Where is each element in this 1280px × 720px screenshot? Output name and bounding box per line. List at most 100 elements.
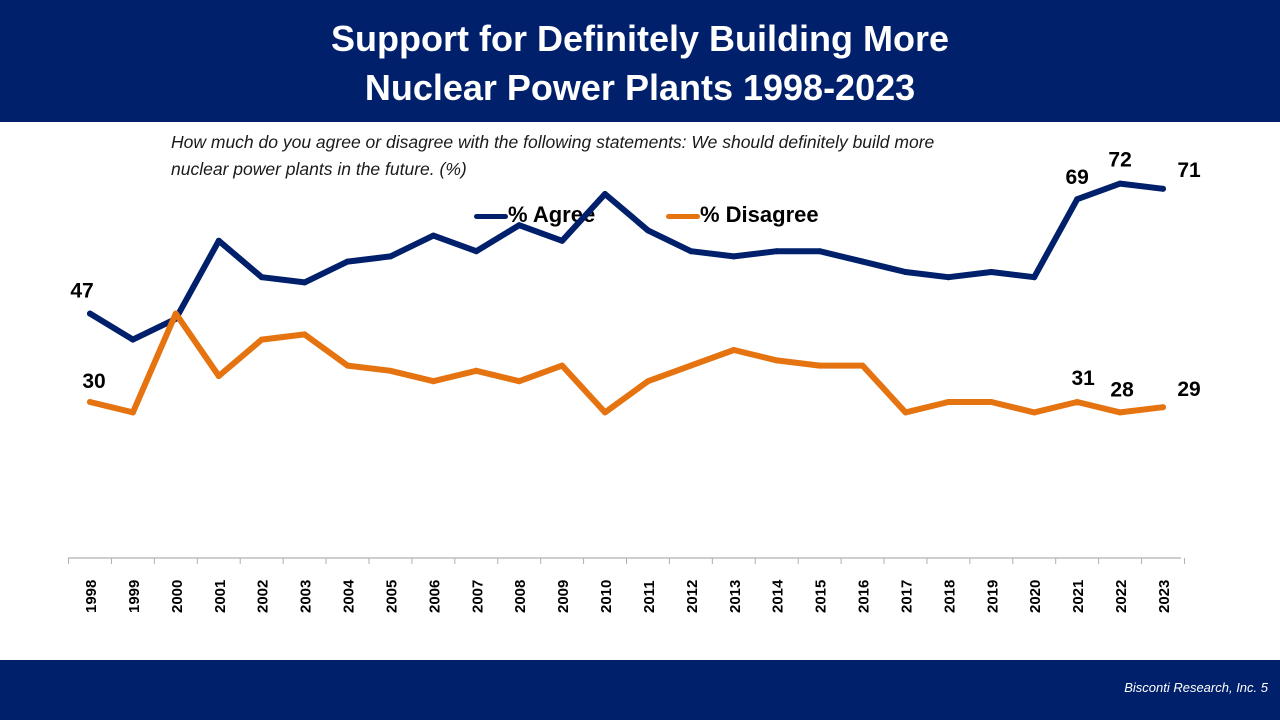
legend-swatch-agree — [474, 214, 508, 219]
legend-swatch-disagree — [666, 214, 700, 219]
agree-data-point — [344, 258, 351, 265]
x-tick-label: 2015 — [813, 580, 830, 613]
disagree-data-point — [1117, 409, 1124, 416]
disagree-data-point — [172, 310, 179, 317]
x-tick-label: 2021 — [1070, 580, 1087, 613]
disagree-data-point — [344, 362, 351, 369]
x-tick-label: 2005 — [383, 580, 400, 613]
disagree-data-point — [301, 331, 308, 338]
x-tick-label: 2002 — [255, 580, 272, 613]
agree-data-label: 72 — [1108, 149, 1131, 172]
slide-title-line-1: Support for Definitely Building More — [331, 18, 949, 59]
agree-series-line — [87, 180, 1166, 343]
x-tick-label: 2011 — [641, 580, 658, 613]
agree-data-point — [859, 258, 866, 265]
agree-data-point — [945, 274, 952, 281]
agree-data-point — [1117, 180, 1124, 187]
x-tick-label: 1999 — [126, 580, 143, 613]
x-tick-label: 2009 — [555, 580, 572, 613]
x-tick-label: 2006 — [426, 580, 443, 613]
x-tick-label: 2017 — [898, 580, 915, 613]
x-tick-label: 2019 — [984, 580, 1001, 613]
agree-data-point — [1074, 196, 1081, 203]
slide-title-line-2: Nuclear Power Plants 1998-2023 — [364, 67, 916, 108]
x-tick-label: 2008 — [512, 580, 529, 613]
x-tick-label: 2000 — [169, 580, 186, 613]
x-tick-label: 2004 — [341, 579, 358, 613]
question-text-line-1: How much do you agree or disagree with t… — [171, 132, 935, 152]
footer-bar — [0, 660, 1280, 720]
agree-data-point — [430, 232, 437, 239]
agree-data-label: 71 — [1177, 159, 1201, 182]
disagree-data-point — [215, 373, 222, 379]
footer-credit: Bisconti Research, Inc. 5 — [1124, 680, 1268, 695]
agree-data-point — [473, 248, 480, 255]
disagree-data-label: 28 — [1110, 378, 1134, 401]
disagree-data-point — [430, 378, 437, 385]
disagree-data-point — [1160, 404, 1166, 411]
disagree-data-point — [644, 378, 651, 385]
x-tick-label: 2010 — [598, 580, 615, 613]
agree-data-point — [301, 279, 308, 286]
x-tick-label: 2016 — [856, 580, 873, 613]
agree-data-point — [687, 248, 694, 255]
x-tick-label: 2013 — [727, 580, 744, 613]
agree-data-point — [602, 191, 609, 197]
agree-data-point — [258, 274, 265, 281]
disagree-data-label: 29 — [1177, 378, 1200, 401]
agree-data-point — [644, 227, 651, 234]
agree-data-point — [1031, 274, 1038, 281]
disagree-data-point — [473, 367, 480, 374]
disagree-data-point — [816, 362, 823, 369]
disagree-data-point — [773, 357, 780, 364]
disagree-data-point — [559, 362, 566, 369]
disagree-data-point — [87, 399, 93, 405]
agree-data-point — [215, 237, 222, 244]
title-banner — [0, 0, 1280, 122]
disagree-data-label: 30 — [82, 370, 105, 393]
disagree-data-point — [258, 336, 265, 343]
question-text: How much do you agree or disagree with t… — [171, 129, 1071, 183]
x-tick-label: 2012 — [684, 580, 701, 613]
agree-data-point — [129, 336, 136, 343]
agree-data-point — [816, 248, 823, 255]
agree-data-point — [387, 253, 394, 260]
x-tick-label: 2023 — [1156, 580, 1173, 613]
agree-data-point — [730, 253, 737, 260]
agree-data-point — [559, 237, 566, 244]
x-tick-label: 2001 — [212, 580, 229, 613]
disagree-data-point — [1074, 399, 1081, 405]
disagree-data-point — [129, 409, 136, 416]
disagree-data-point — [945, 399, 952, 405]
agree-data-point — [902, 269, 909, 275]
x-tick-label: 2022 — [1113, 580, 1130, 613]
agree-data-point — [87, 310, 93, 317]
disagree-data-label: 31 — [1071, 367, 1095, 390]
disagree-data-point — [602, 409, 609, 416]
disagree-data-point — [859, 362, 866, 369]
agree-data-point — [773, 248, 780, 255]
question-text-line-2: nuclear power plants in the future. (%) — [171, 159, 467, 179]
x-tick-label: 2020 — [1027, 580, 1044, 613]
agree-data-point — [988, 269, 995, 275]
disagree-data-point — [516, 378, 523, 385]
slide-title: Support for Definitely Building More Nuc… — [0, 14, 1280, 112]
agree-data-point — [516, 222, 523, 229]
x-tick-label: 2003 — [298, 580, 315, 613]
agree-data-point — [1160, 185, 1166, 192]
x-tick-label: 2014 — [770, 579, 787, 613]
disagree-data-point — [687, 362, 694, 369]
agree-data-label: 47 — [70, 280, 93, 303]
x-tick-label: 2007 — [469, 580, 486, 613]
x-tick-label: 2018 — [941, 580, 958, 613]
disagree-series-line — [87, 310, 1166, 416]
agree-data-label: 69 — [1065, 166, 1088, 189]
disagree-data-point — [730, 347, 737, 353]
disagree-data-point — [902, 409, 909, 416]
x-tick-label: 1998 — [83, 580, 100, 613]
disagree-data-point — [988, 399, 995, 405]
disagree-data-point — [387, 367, 394, 374]
chart-legend: % Agree % Disagree — [0, 198, 1280, 234]
disagree-data-point — [1031, 409, 1038, 416]
